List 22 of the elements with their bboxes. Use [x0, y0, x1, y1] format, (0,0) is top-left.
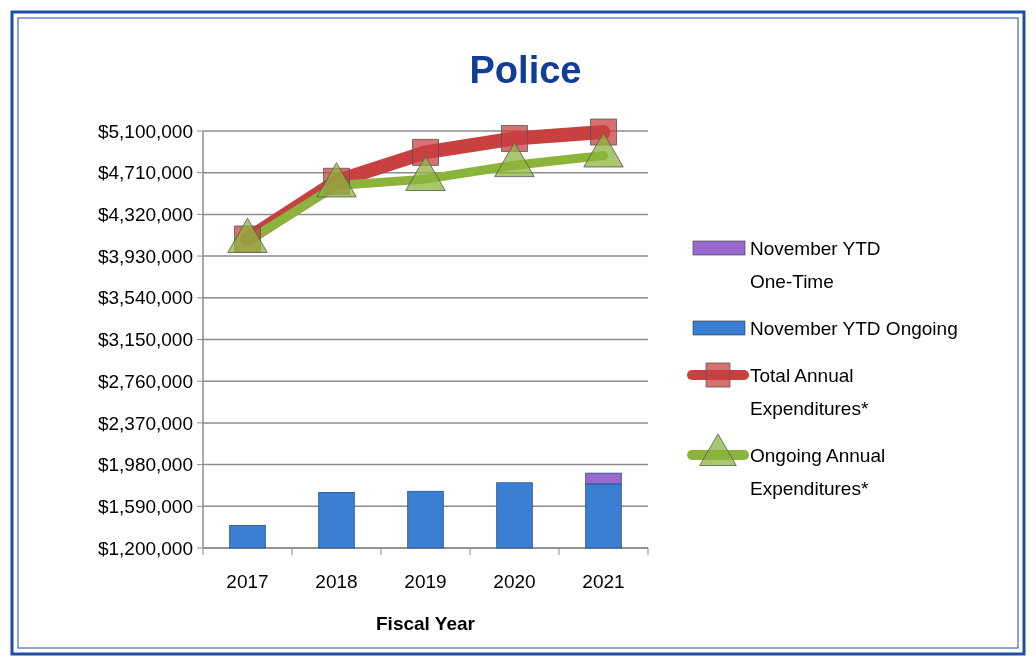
y-tick-label: $3,150,000	[97, 329, 193, 351]
x-tick-label: 2018	[315, 571, 358, 592]
x-tick-label: 2020	[493, 571, 536, 592]
y-tick-label: $1,980,000	[97, 454, 193, 476]
legend-label: November YTD One-Time	[750, 237, 881, 292]
y-tick-label: $4,320,000	[97, 204, 193, 226]
y-tick-label: $2,370,000	[97, 412, 193, 434]
y-tick-label: $1,590,000	[97, 495, 193, 517]
x-axis-title: Fiscal Year	[376, 613, 476, 634]
y-tick-label: $3,540,000	[97, 287, 193, 309]
legend-label: November YTD Ongoing	[750, 317, 958, 339]
x-tick-label: 2017	[226, 571, 269, 592]
legend-label: Ongoing Annual Expenditures*	[750, 444, 886, 499]
chart-title: Police	[469, 49, 582, 91]
x-tick-label: 2019	[404, 571, 447, 592]
y-tick-label: $5,100,000	[97, 120, 193, 142]
x-tick-label: 2021	[582, 571, 625, 592]
y-tick-label: $3,930,000	[97, 245, 193, 267]
y-tick-label: $2,760,000	[97, 370, 193, 392]
y-tick-label: $4,710,000	[97, 162, 193, 184]
legend-label: Total Annual Expenditures*	[750, 364, 869, 419]
y-tick-label: $1,200,000	[97, 537, 193, 559]
